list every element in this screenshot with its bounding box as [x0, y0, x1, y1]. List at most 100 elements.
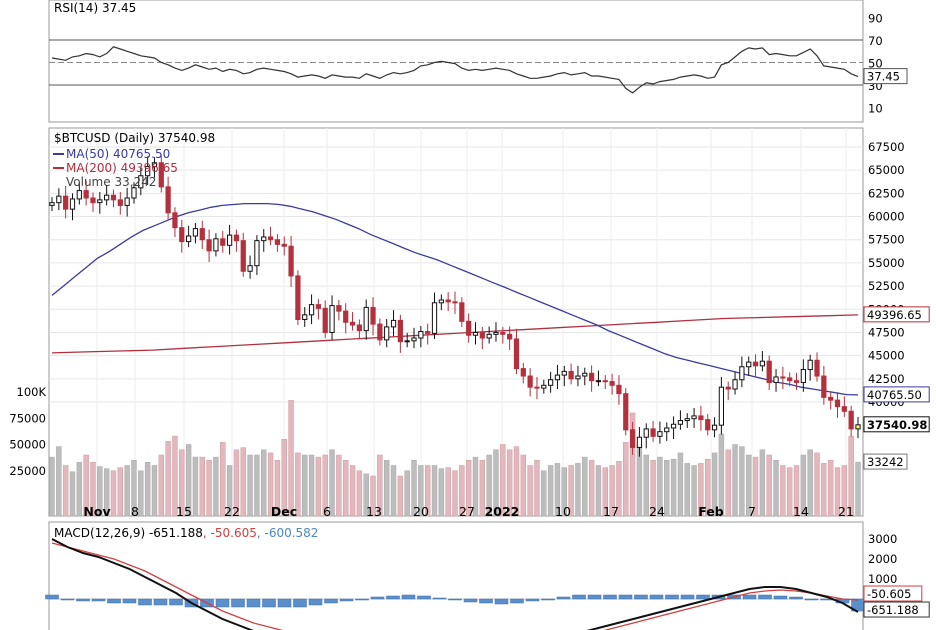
candle [793, 380, 800, 384]
candle [445, 299, 451, 303]
candle [732, 379, 738, 390]
volume-tick-label: 25000 [9, 464, 46, 478]
candle [814, 359, 820, 377]
candle [69, 198, 76, 210]
candle [582, 372, 588, 377]
volume-bar [90, 462, 96, 517]
candle [438, 299, 444, 304]
volume-bar [377, 454, 383, 517]
x-tick-label: 7 [748, 504, 756, 519]
candle [787, 377, 793, 382]
volume-bar [329, 449, 335, 517]
candle [206, 239, 212, 252]
volume-bar [213, 456, 219, 517]
candle [254, 240, 260, 267]
candle [411, 337, 417, 342]
volume-bar [56, 446, 62, 517]
price-tick-label: 47500 [868, 325, 905, 339]
x-tick-label: Nov [83, 504, 110, 519]
volume-bar [670, 458, 677, 517]
volume-bar [240, 447, 246, 517]
candle [773, 376, 779, 384]
candle [172, 212, 178, 229]
volume-bar [541, 470, 547, 517]
price-tick-label: 62500 [868, 186, 905, 200]
macd-hist-bar [525, 598, 540, 602]
x-tick-label: 14 [793, 504, 809, 519]
volume-bar [144, 462, 151, 517]
candles [49, 154, 861, 457]
candle [247, 265, 253, 272]
macd-hist-bar [417, 595, 431, 600]
macd-hist-bar [742, 594, 757, 600]
volume-bar [561, 467, 567, 517]
candle [855, 424, 861, 430]
macd-hist-bar [789, 596, 803, 600]
macd-signal-line [51, 542, 859, 630]
volume-bar [165, 441, 171, 517]
candle [834, 399, 841, 408]
macd-hist-bar [773, 595, 788, 600]
macd-hist-bar [138, 598, 152, 606]
candle [595, 380, 602, 383]
volume-bar [363, 473, 369, 517]
x-tick-label: 27 [459, 504, 475, 519]
volume-bar [349, 465, 356, 517]
candle [588, 372, 595, 382]
volume-bar [588, 460, 595, 517]
candle [76, 190, 82, 200]
volume-bar [158, 454, 164, 517]
candle [472, 331, 479, 336]
candle [404, 340, 410, 343]
volume-bar [281, 439, 287, 517]
rsi-tick-label: 70 [868, 34, 883, 48]
candle [821, 375, 827, 398]
volume-bar [602, 467, 608, 517]
macd-signal-legend: , -50.605 [203, 526, 257, 540]
volume-bar [438, 468, 445, 517]
candle [165, 186, 171, 214]
volume-bar [247, 454, 253, 517]
candle [609, 381, 615, 386]
candle [698, 415, 704, 421]
volume-bar [62, 465, 69, 517]
candle [233, 234, 240, 242]
candle [759, 360, 765, 367]
volume-bar [83, 454, 89, 517]
volume-bar [814, 452, 820, 517]
volume-bar [684, 463, 690, 517]
candle [561, 370, 567, 376]
ma50-value-tag: 40765.50 [867, 388, 922, 402]
volume-bar [452, 470, 458, 517]
volume-legend: Volume 33,242 [66, 175, 156, 189]
price-tick-label: 57500 [868, 233, 905, 247]
candle [752, 361, 759, 367]
candle [554, 374, 561, 381]
volume-bar [520, 454, 527, 517]
volume-bar [397, 475, 404, 517]
candle [63, 195, 69, 210]
macd-signal-value-tag: -50.605 [867, 587, 911, 601]
candle [575, 375, 581, 380]
candle [431, 302, 438, 334]
candle [691, 415, 697, 420]
candle [664, 427, 670, 433]
candle [363, 306, 369, 332]
candle [616, 384, 622, 395]
candle [267, 236, 274, 241]
candle [158, 162, 164, 188]
x-tick-label: 2022 [485, 504, 520, 519]
macd-hist-bar [649, 594, 664, 600]
price-tick-label: 67500 [868, 140, 905, 154]
macd-hist-bar [215, 598, 230, 608]
x-tick-label: 10 [555, 504, 571, 519]
candle [848, 410, 854, 430]
svg-text:MACD(12,26,9) -651.188, -50.60: MACD(12,26,9) -651.188, -50.605, -600.58… [54, 526, 318, 540]
price-tick-label: 55000 [868, 256, 905, 270]
candle [629, 429, 636, 448]
volume-tick-label: 100K [17, 385, 47, 399]
volume-bar [356, 470, 363, 517]
candle [657, 431, 663, 437]
macd-hist-bar [60, 598, 75, 601]
